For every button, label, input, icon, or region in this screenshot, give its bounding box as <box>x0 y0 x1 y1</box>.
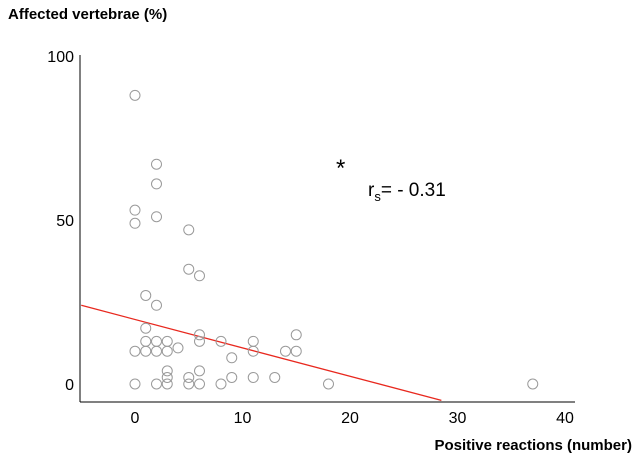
data-point <box>183 263 195 275</box>
data-point <box>194 270 205 282</box>
x-axis-label: Positive reactions (number) <box>434 437 632 454</box>
data-point <box>151 335 162 347</box>
data-point <box>194 365 205 377</box>
data-point <box>194 378 205 390</box>
data-point <box>151 178 162 190</box>
data-point <box>247 345 259 357</box>
correlation-annotation: rs= - 0.31 <box>368 180 446 204</box>
data-point <box>129 217 141 229</box>
data-point <box>194 335 205 347</box>
data-point <box>129 345 141 357</box>
data-point <box>129 89 141 101</box>
data-point <box>247 371 259 383</box>
data-point <box>183 224 195 236</box>
y-ticks: 0 50 100 <box>47 49 74 394</box>
data-point <box>172 342 184 354</box>
data-point <box>269 371 281 383</box>
regression-line <box>81 304 442 402</box>
data-point <box>151 158 162 170</box>
y-tick-label: 50 <box>56 213 74 230</box>
data-point <box>140 335 152 347</box>
significance-star: * <box>336 155 345 182</box>
x-tick-label: 20 <box>341 410 359 427</box>
data-point <box>290 345 302 357</box>
data-point <box>140 322 152 334</box>
x-tick-label: 40 <box>556 410 574 427</box>
x-tick-label: 0 <box>131 410 140 427</box>
data-point <box>215 378 227 390</box>
y-tick-label: 0 <box>65 377 74 394</box>
data-point <box>215 335 227 347</box>
data-point <box>161 365 173 377</box>
correlation-subscript: s <box>374 189 381 204</box>
data-points <box>129 89 539 390</box>
data-point <box>151 345 162 357</box>
x-ticks: 0 10 20 30 40 <box>131 410 574 427</box>
data-point <box>527 378 539 390</box>
data-point <box>183 378 195 390</box>
data-point <box>183 371 195 383</box>
y-tick-label: 100 <box>47 49 74 66</box>
x-tick-label: 10 <box>234 410 252 427</box>
data-point <box>323 378 334 390</box>
correlation-value: = - 0.31 <box>381 180 446 201</box>
data-point <box>161 335 173 347</box>
y-axis-label: Affected vertebrae (%) <box>8 6 168 23</box>
data-point <box>129 378 141 390</box>
data-point <box>151 211 162 223</box>
data-point <box>140 289 152 301</box>
data-point <box>290 329 302 341</box>
data-point <box>161 378 173 390</box>
data-point <box>226 352 238 364</box>
data-point <box>161 345 173 357</box>
data-point <box>280 345 291 357</box>
data-point <box>129 204 141 216</box>
data-point <box>247 335 259 347</box>
data-point <box>194 329 205 341</box>
data-point <box>151 299 162 311</box>
data-point <box>140 345 152 357</box>
data-point <box>161 371 173 383</box>
data-point <box>226 371 238 383</box>
x-tick-label: 30 <box>449 410 467 427</box>
correlation-r: r <box>368 180 375 201</box>
data-point <box>151 378 162 390</box>
